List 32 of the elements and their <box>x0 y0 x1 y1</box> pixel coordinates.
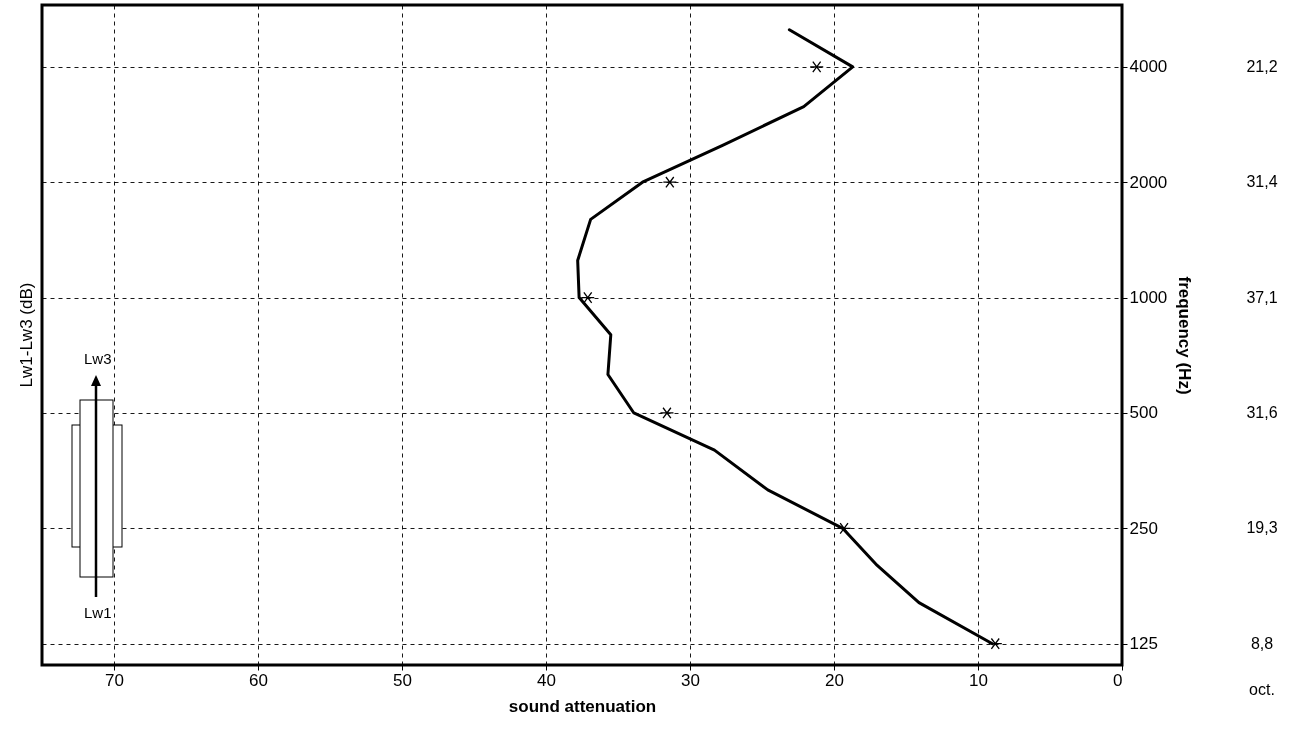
annotation: Lw3 <box>84 350 112 367</box>
x-tick-label: 30 <box>681 670 700 690</box>
y-tick-label: 250 <box>1129 518 1158 538</box>
y-axis-title: frequency (Hz) <box>1175 276 1195 395</box>
text: 8,8 <box>1250 634 1274 652</box>
x-axis-title: sound attenuation <box>508 696 657 716</box>
x-tick-label: 10 <box>969 670 988 690</box>
y-tick-label: 2000 <box>1129 172 1168 192</box>
x-tick-label: 40 <box>537 670 556 690</box>
x-tick-label: 20 <box>825 670 844 690</box>
x-tick-label: 70 <box>105 670 124 690</box>
text: Lw1-Lw3 (dB) <box>17 282 36 388</box>
text: oct. <box>1249 681 1275 698</box>
point <box>580 291 595 304</box>
y-tick-label: 1000 <box>1129 288 1168 308</box>
point <box>809 60 824 73</box>
text: 31,4 <box>1246 173 1278 191</box>
text: 19,3 <box>1246 519 1278 537</box>
point <box>988 637 1003 650</box>
text: 37,1 <box>1246 288 1278 306</box>
y-tick-label: 4000 <box>1129 57 1168 77</box>
x-tick-label: 60 <box>249 670 268 690</box>
y-tick-label: 500 <box>1129 403 1158 423</box>
x-tick-label: 50 <box>393 670 412 690</box>
text: 31,6 <box>1246 403 1278 421</box>
point <box>659 407 675 419</box>
text: 21,2 <box>1246 57 1278 75</box>
annotation: Lw1 <box>84 604 112 621</box>
point <box>662 176 678 189</box>
x-tick-label: 0 <box>1113 670 1123 690</box>
y-tick-label: 125 <box>1129 634 1158 654</box>
point <box>836 522 852 535</box>
